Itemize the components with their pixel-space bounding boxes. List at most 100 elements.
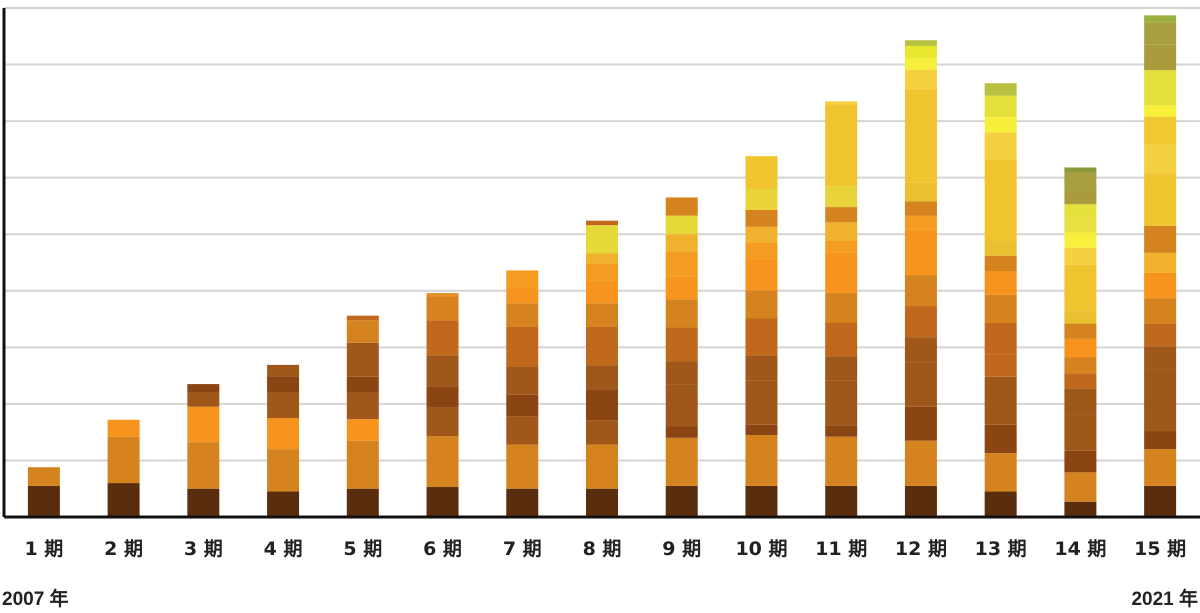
bar-segment xyxy=(1064,204,1097,219)
bar-segment xyxy=(745,290,778,319)
bar-segment xyxy=(984,376,1017,425)
bar-segment xyxy=(665,234,698,252)
bar-segment xyxy=(745,209,778,227)
bar-segment xyxy=(825,241,858,253)
x-tick-labels: 1 期 2 期 3 期 4 期 5 期 6 期 7 期 8 期 9 期 10 期 11 期 12 期 1… xyxy=(24,538,1186,560)
bar-segment xyxy=(904,337,937,363)
bar-segment xyxy=(825,436,858,486)
bar-segment xyxy=(187,406,220,443)
bar-segment xyxy=(984,83,1017,96)
bar-segment xyxy=(586,444,618,489)
bar-stack xyxy=(984,83,1017,517)
bar-segment xyxy=(1144,449,1177,486)
bar-segment xyxy=(984,95,1017,118)
bar-segment xyxy=(825,207,858,223)
bar-segment xyxy=(187,442,220,489)
bar-segment xyxy=(984,453,1017,492)
bar-segment xyxy=(426,436,459,488)
bar-segment xyxy=(904,215,937,230)
bar-segment xyxy=(586,225,618,254)
bar-segment xyxy=(984,270,1017,295)
bar-segment xyxy=(1144,22,1177,45)
bar-segment xyxy=(1064,190,1097,205)
bar-segment xyxy=(586,420,618,445)
bar-segment xyxy=(1064,338,1097,358)
bar-segment xyxy=(904,89,937,183)
bar-series xyxy=(27,15,1177,517)
bar-segment xyxy=(904,182,937,202)
bar-segment xyxy=(426,407,459,437)
bar-segment xyxy=(267,449,300,492)
bar-segment xyxy=(665,426,698,438)
bar-segment xyxy=(745,156,778,189)
bar-segment xyxy=(984,294,1017,324)
bar-segment xyxy=(506,288,539,304)
bar-segment xyxy=(745,424,778,435)
bar-segment xyxy=(506,326,539,367)
bar-segment xyxy=(984,424,1017,454)
bar-segment xyxy=(745,380,778,425)
bar-segment xyxy=(745,434,778,486)
bar-segment xyxy=(27,485,60,517)
x-tick-label: 6 期 xyxy=(423,538,462,560)
bar-segment xyxy=(1064,373,1097,389)
bar-stack xyxy=(187,384,220,517)
bar-segment xyxy=(984,255,1017,271)
bar-segment xyxy=(426,355,459,387)
bar-stack xyxy=(107,419,140,517)
bar-segment xyxy=(107,436,140,484)
bar-stack xyxy=(904,40,937,517)
bar-stack xyxy=(745,156,778,517)
bar-segment xyxy=(1144,346,1177,370)
x-tick-label: 13 期 xyxy=(975,538,1027,560)
bar-segment xyxy=(745,242,778,260)
bar-segment xyxy=(904,274,937,307)
bar-segment xyxy=(904,229,937,275)
bar-segment xyxy=(665,251,698,277)
bar-segment xyxy=(1144,485,1177,517)
x-tick-label: 4 期 xyxy=(264,538,303,560)
bar-segment xyxy=(984,323,1017,355)
bar-segment xyxy=(665,327,698,362)
bar-segment xyxy=(825,293,858,323)
bar-segment xyxy=(27,467,60,486)
bar-segment xyxy=(745,318,778,356)
bar-segment xyxy=(1144,105,1177,117)
bar-segment xyxy=(586,389,618,421)
bar-segment xyxy=(506,270,539,289)
bar-segment xyxy=(346,320,379,343)
bar-segment xyxy=(506,444,539,489)
bar-segment xyxy=(506,366,539,395)
bar-segment xyxy=(825,186,858,208)
bar-segment xyxy=(586,263,618,281)
bar-segment xyxy=(267,392,300,419)
bar-stack xyxy=(586,220,618,517)
x-tick-label: 2 期 xyxy=(104,538,143,560)
bar-segment xyxy=(1064,247,1097,265)
bar-segment xyxy=(745,188,778,210)
bar-segment xyxy=(506,303,539,327)
bar-segment xyxy=(346,392,379,420)
bar-segment xyxy=(1064,167,1097,173)
x-tick-label: 11 期 xyxy=(815,538,867,560)
bar-segment xyxy=(1064,218,1097,233)
bar-segment xyxy=(346,376,379,393)
bar-segment xyxy=(1064,357,1097,374)
bar-segment xyxy=(1144,298,1177,324)
bar-segment xyxy=(267,418,300,450)
bar-segment xyxy=(426,487,459,517)
bar-segment xyxy=(346,440,379,489)
bar-segment xyxy=(506,394,539,417)
bar-segment xyxy=(665,197,698,216)
bar-stack xyxy=(825,101,858,517)
bar-segment xyxy=(825,322,858,357)
bar-segment xyxy=(825,222,858,242)
end-year-label: 2021 年 xyxy=(1131,589,1198,610)
bar-stack xyxy=(346,315,379,517)
bar-segment xyxy=(1064,450,1097,473)
bar-segment xyxy=(825,425,858,437)
x-tick-label: 15 期 xyxy=(1134,538,1186,560)
bar-segment xyxy=(665,384,698,427)
bar-stack xyxy=(426,293,459,517)
